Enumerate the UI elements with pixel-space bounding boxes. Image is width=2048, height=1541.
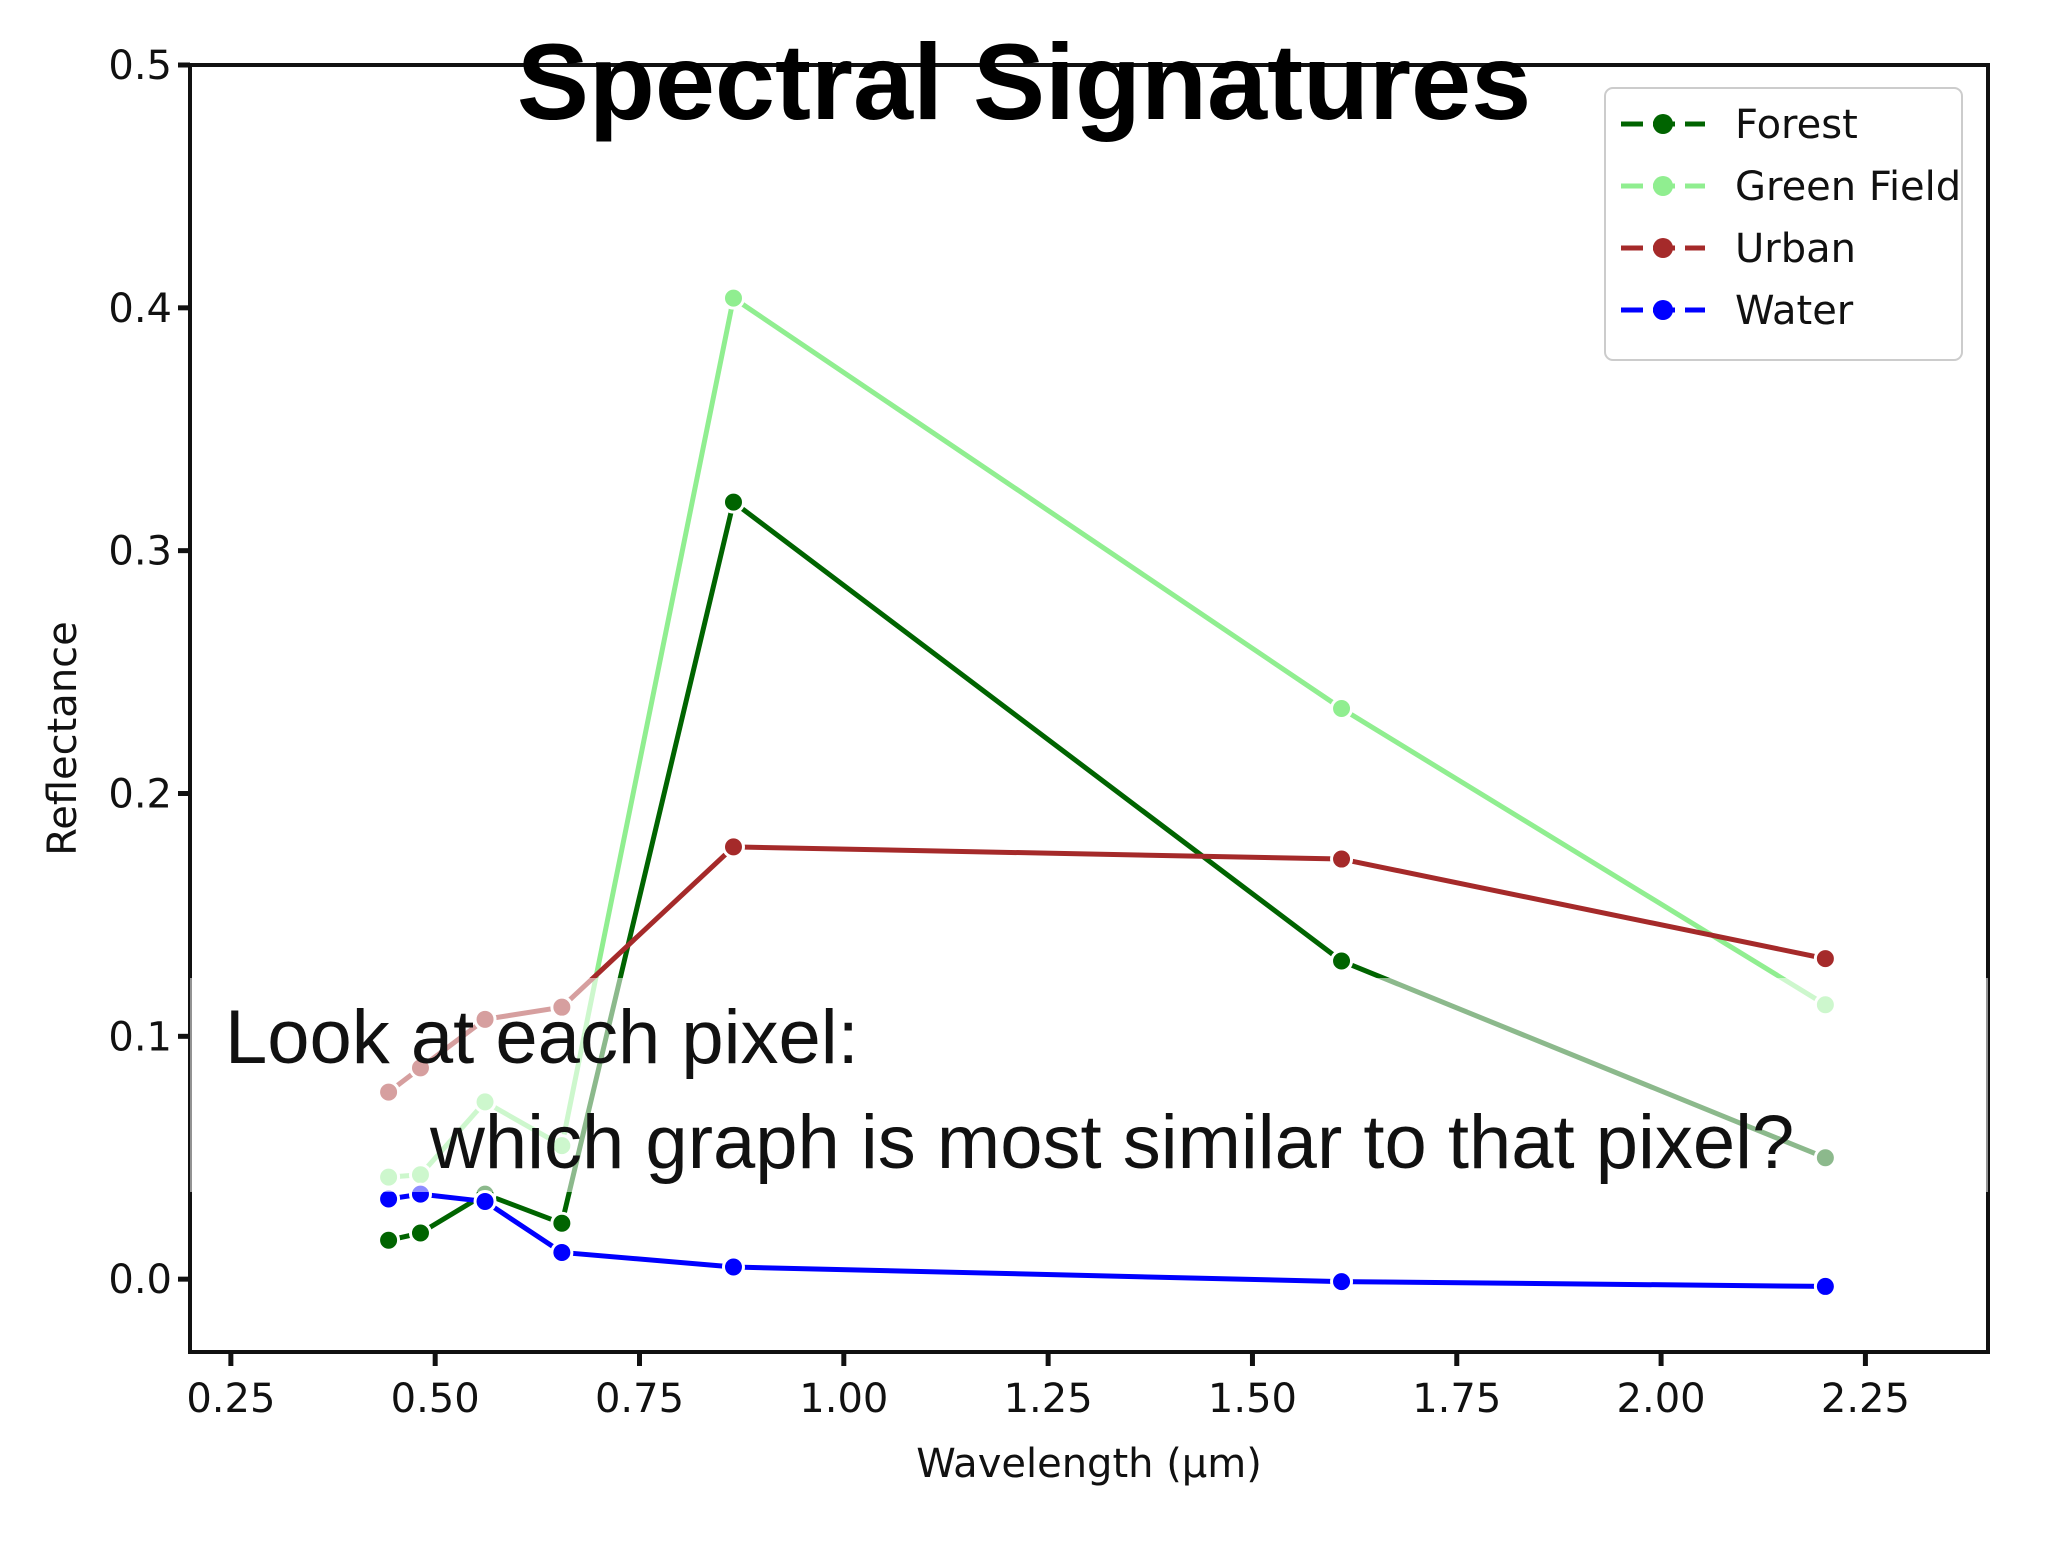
legend-label-green-field: Green Field bbox=[1735, 164, 1961, 210]
legend-label-forest: Forest bbox=[1735, 102, 1858, 148]
data-point-water bbox=[377, 1187, 401, 1211]
data-point-urban bbox=[721, 835, 745, 859]
legend-label-urban: Urban bbox=[1735, 226, 1856, 272]
data-point-forest bbox=[408, 1221, 432, 1245]
x-tick-label: 2.00 bbox=[1617, 1376, 1706, 1422]
x-tick-label: 1.25 bbox=[1004, 1376, 1093, 1422]
y-tick-label: 0.4 bbox=[108, 286, 172, 332]
data-point-urban bbox=[1330, 847, 1354, 871]
y-tick-label: 0.3 bbox=[108, 529, 172, 575]
legend-box bbox=[1604, 87, 1963, 361]
x-tick-label: 2.25 bbox=[1821, 1376, 1910, 1422]
legend-label-water: Water bbox=[1735, 288, 1854, 334]
legend-marker-forest bbox=[1653, 114, 1673, 134]
slide-title: Spectral Signatures bbox=[516, 21, 1532, 142]
data-point-forest bbox=[377, 1228, 401, 1252]
y-tick-label: 0.2 bbox=[108, 771, 172, 817]
series-water bbox=[377, 1182, 1837, 1298]
x-axis-label: Wavelength (µm) bbox=[916, 1441, 1262, 1487]
x-tick-label: 1.50 bbox=[1208, 1376, 1297, 1422]
x-tick-label: 0.25 bbox=[186, 1376, 275, 1422]
overlay-text-line-2: which graph is most similar to that pixe… bbox=[430, 1100, 1795, 1185]
legend-marker-water bbox=[1653, 300, 1673, 320]
data-point-water bbox=[550, 1240, 574, 1264]
data-point-green-field bbox=[721, 286, 745, 310]
y-axis-label: Reflectance bbox=[40, 621, 86, 856]
data-point-forest bbox=[550, 1211, 574, 1235]
data-point-forest bbox=[1330, 949, 1354, 973]
data-point-water bbox=[1330, 1270, 1354, 1294]
x-tick-label: 0.50 bbox=[391, 1376, 480, 1422]
y-tick-label: 0.5 bbox=[108, 43, 172, 89]
data-point-water bbox=[721, 1255, 745, 1279]
data-point-water bbox=[473, 1189, 497, 1213]
legend: Forest Green Field Urban Water bbox=[1604, 87, 1963, 361]
x-tick-label: 1.00 bbox=[799, 1376, 888, 1422]
data-point-urban bbox=[1813, 947, 1837, 971]
legend-marker-green-field bbox=[1653, 176, 1673, 196]
x-tick-label: 0.75 bbox=[595, 1376, 684, 1422]
text-backdrop bbox=[190, 978, 1988, 1192]
series-line-water bbox=[386, 1191, 1828, 1289]
data-point-green-field bbox=[1330, 697, 1354, 720]
data-point-forest bbox=[721, 490, 745, 514]
legend-marker-urban bbox=[1653, 238, 1673, 258]
y-tick-label: 0.0 bbox=[108, 1257, 172, 1303]
x-tick-label: 1.75 bbox=[1412, 1376, 1501, 1422]
y-tick-label: 0.1 bbox=[108, 1014, 172, 1060]
overlay-text-line-1: Look at each pixel: bbox=[225, 995, 859, 1080]
data-point-water bbox=[1813, 1274, 1837, 1298]
plot-frame bbox=[188, 63, 1990, 1354]
